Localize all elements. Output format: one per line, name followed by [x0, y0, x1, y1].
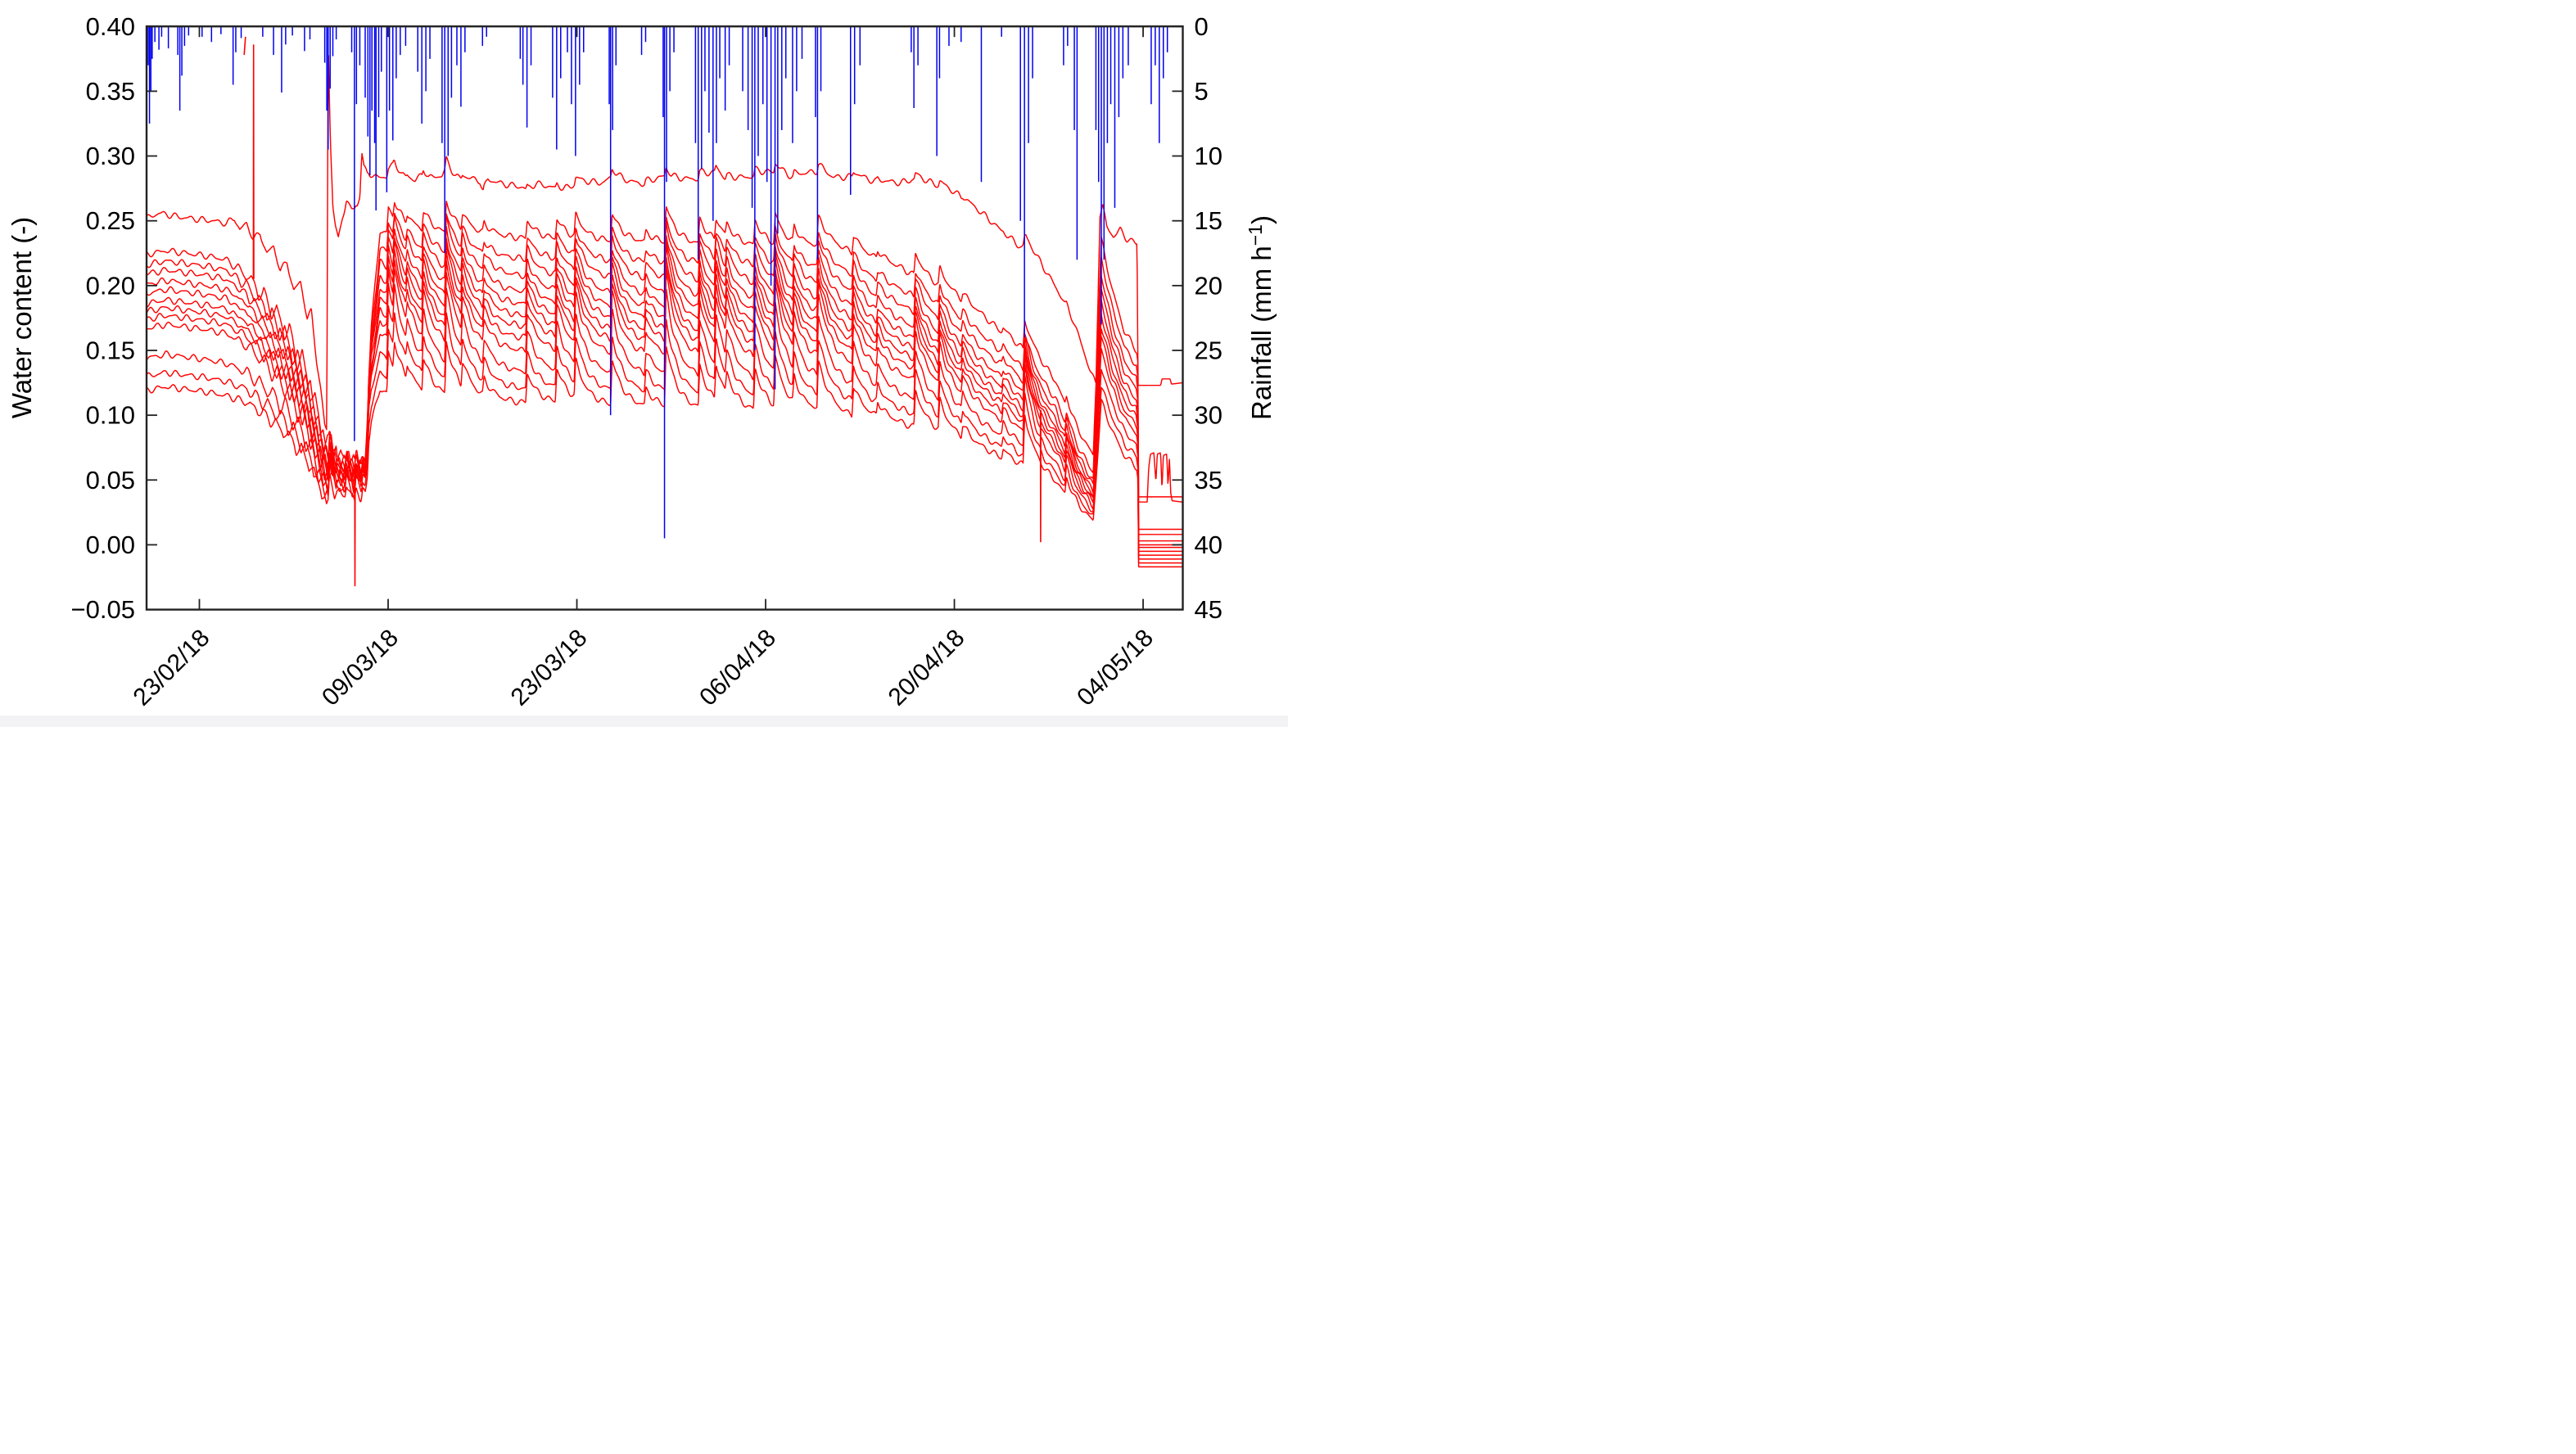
- y-left-tick-label: 0.15: [86, 336, 135, 365]
- y-left-tick-label: −0.05: [71, 595, 135, 624]
- glitch-line: [243, 36, 246, 56]
- y-right-tick-label: 45: [1195, 595, 1222, 624]
- water-content-rainfall-chart: 23/02/18 09/03/18 23/03/18 06/04/18 20/04/18…: [0, 0, 1288, 727]
- axes: 23/02/18 09/03/18 23/03/18 06/04/18 20/04/18…: [71, 12, 1222, 711]
- x-tick-label: 23/03/18: [506, 625, 593, 711]
- y-right-tick-label: 5: [1195, 77, 1209, 106]
- plot-border: [145, 25, 1184, 611]
- left-axis-title: Water content (-): [7, 217, 37, 418]
- x-tick-label: 09/03/18: [317, 625, 404, 711]
- page-bottom-strip: [0, 716, 1288, 727]
- x-tick-label: 20/04/18: [884, 625, 970, 711]
- y-right-tick-label: 35: [1195, 466, 1222, 494]
- y-left-tick-label: 0.30: [86, 142, 135, 170]
- y-left-tick-label: 0.00: [86, 531, 135, 559]
- y-left-tick-label: 0.20: [86, 271, 135, 300]
- x-tick-label: 23/02/18: [129, 625, 215, 711]
- sensor-glitch-lines: [243, 36, 1042, 587]
- y-right-tick-label: 40: [1195, 531, 1222, 559]
- rainfall-series: [147, 27, 1168, 539]
- glitch-line: [1039, 409, 1042, 543]
- y-right-tick-label: 10: [1195, 142, 1222, 170]
- y-right-tick-label: 25: [1195, 336, 1222, 365]
- y-right-tick-label: 20: [1195, 271, 1222, 300]
- chart-svg: 23/02/18 09/03/18 23/03/18 06/04/18 20/04/18…: [7, 12, 1277, 711]
- x-tick-label: 04/05/18: [1072, 625, 1159, 711]
- y-right-tick-label: 15: [1195, 206, 1222, 235]
- glitch-line: [252, 44, 255, 279]
- x-tick-label: 06/04/18: [694, 625, 781, 711]
- y-left-tick-label: 0.05: [86, 466, 135, 494]
- y-left-tick-label: 0.10: [86, 401, 135, 430]
- y-right-tick-label: 30: [1195, 401, 1222, 430]
- y-left-tick-label: 0.25: [86, 206, 135, 235]
- right-axis-title: Rainfall (mm h−1): [1245, 215, 1277, 420]
- y-right-tick-label: 0: [1195, 12, 1209, 41]
- y-left-tick-label: 0.35: [86, 77, 135, 106]
- y-left-tick-label: 0.40: [86, 12, 135, 41]
